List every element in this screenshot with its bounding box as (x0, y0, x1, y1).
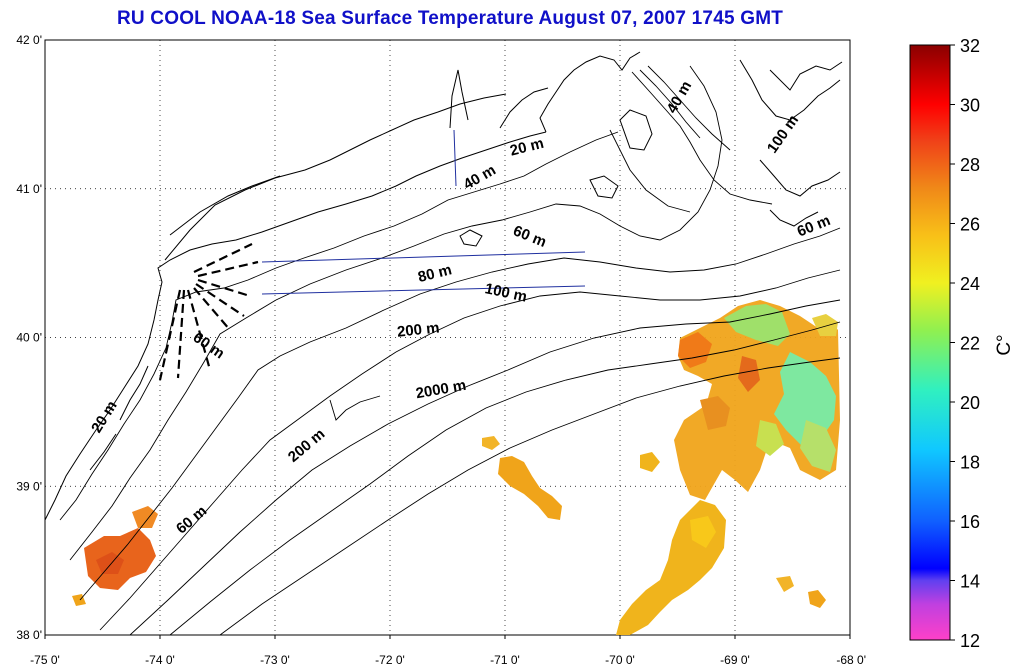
colorbar-tick-label: 12 (960, 631, 980, 651)
colorbar-tick-label: 26 (960, 215, 980, 235)
transect-lines (261, 129, 586, 295)
colorbar-tick-labels: 32 30 28 26 24 22 20 18 16 14 12 (950, 36, 980, 651)
map-title: RU COOL NOAA-18 Sea Surface Temperature … (116, 8, 784, 29)
colorbar-tick-label: 32 (960, 36, 980, 56)
colorbar-gradient (909, 44, 951, 641)
contour-label: 200 m (396, 319, 440, 340)
lon-tick-label: -68 0' (836, 653, 866, 667)
colorbar-tick-label: 14 (960, 572, 980, 592)
lon-tick-label: -74 0' (145, 653, 175, 667)
sst-patches (72, 300, 840, 635)
lat-tick-label: 39 0' (16, 479, 42, 493)
lon-tick-label: -70 0' (605, 653, 635, 667)
colorbar-tick-label: 22 (960, 334, 980, 354)
colorbar-tick-label: 28 (960, 155, 980, 175)
colorbar-tick-label: 18 (960, 453, 980, 473)
lat-tick-label: 38 0' (16, 628, 42, 642)
hudson-canyon-lines (158, 243, 259, 381)
lon-tick-label: -69 0' (720, 653, 750, 667)
bathymetry-contours (59, 65, 841, 635)
lon-tick-label: -72 0' (375, 653, 405, 667)
colorbar-tick-label: 24 (960, 274, 980, 294)
colorbar-tick-label: 20 (960, 393, 980, 413)
longitude-tick-labels: -75 0' -74 0' -73 0' -72 0' -71 0' -70 0' -69 … (30, 635, 866, 667)
colorbar-unit-label: C° (994, 334, 1015, 355)
lat-tick-label: 41 0' (16, 182, 42, 196)
lat-tick-label: 42 0' (16, 33, 42, 47)
lat-tick-label: 40 0' (16, 331, 42, 345)
latitude-tick-labels: 42 0' 41 0' 40 0' 39 0' 38 0' (16, 33, 42, 642)
lon-tick-label: -75 0' (30, 653, 60, 667)
coastline (45, 51, 843, 521)
colorbar-tick-label: 16 (960, 512, 980, 532)
lon-tick-label: -73 0' (260, 653, 290, 667)
lon-tick-label: -71 0' (490, 653, 520, 667)
colorbar-tick-label: 30 (960, 96, 980, 116)
